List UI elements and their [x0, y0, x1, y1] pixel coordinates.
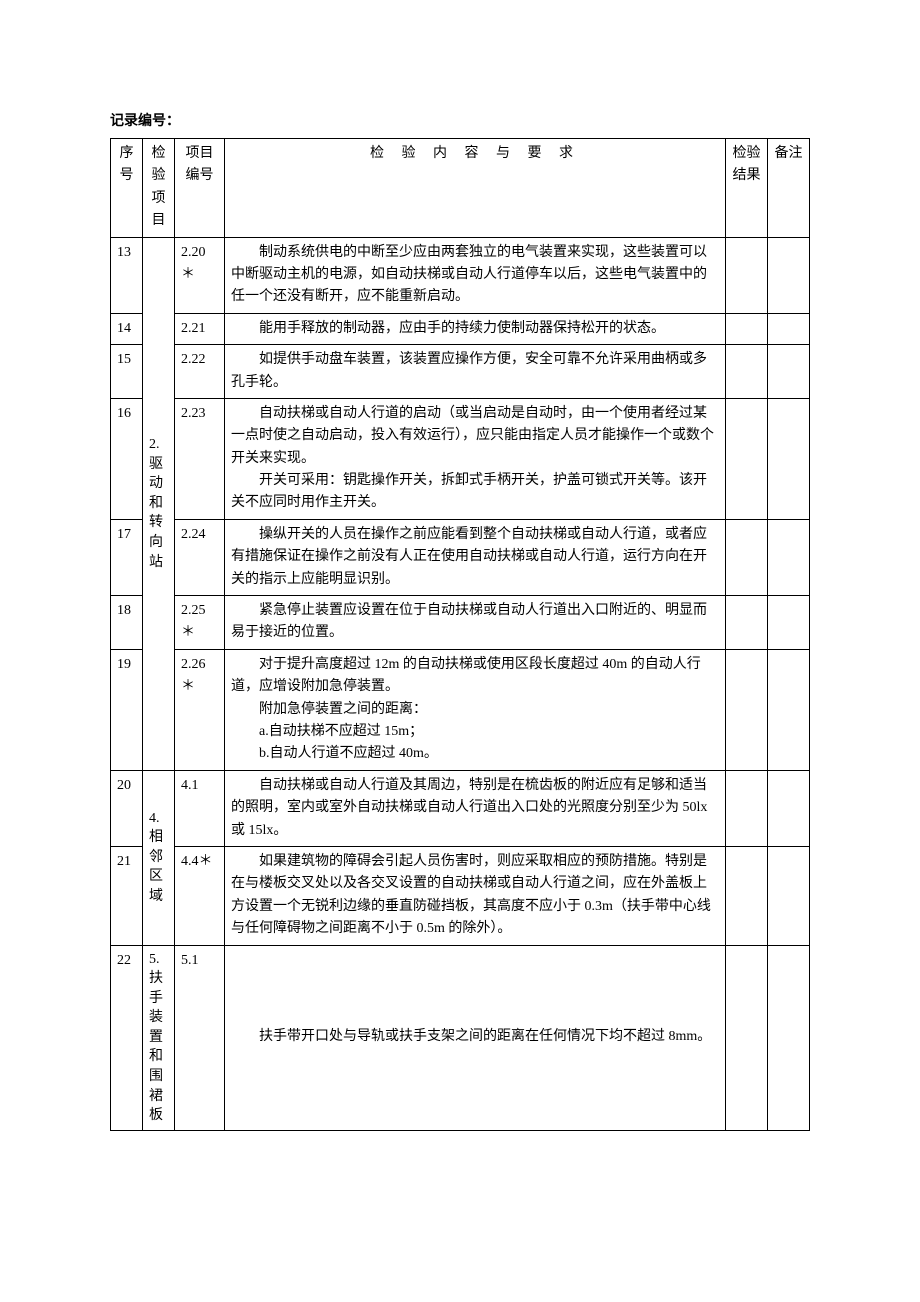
cell-remark — [768, 345, 810, 399]
cell-item: 2.22 — [175, 345, 225, 399]
cell-content: 操纵开关的人员在操作之前应能看到整个自动扶梯或自动人行道，或者应有措施保证在操作… — [225, 519, 726, 595]
table-header-row: 序号 检验项目 项目编号 检 验 内 容 与 要 求 检验结果 备注 — [111, 139, 810, 238]
cell-result — [726, 945, 768, 1130]
cell-item: 2.23 — [175, 398, 225, 519]
cell-seq: 18 — [111, 596, 143, 650]
cell-content: 紧急停止装置应设置在位于自动扶梯或自动人行道出入口附近的、明显而易于接近的位置。 — [225, 596, 726, 650]
cell-content: 能用手释放的制动器，应由手的持续力使制动器保持松开的状态。 — [225, 313, 726, 344]
cell-content: 扶手带开口处与导轨或扶手支架之间的距离在任何情况下均不超过 8mm。 — [225, 945, 726, 1130]
cell-item: 5.1 — [175, 945, 225, 1130]
cell-remark — [768, 313, 810, 344]
cell-seq: 22 — [111, 945, 143, 1130]
col-header-result: 检验结果 — [726, 139, 768, 238]
cell-remark — [768, 596, 810, 650]
cell-result — [726, 596, 768, 650]
cell-result — [726, 313, 768, 344]
table-row: 19 2.26＊ 对于提升高度超过 12m 的自动扶梯或使用区段长度超过 40m… — [111, 649, 810, 770]
cell-content: 对于提升高度超过 12m 的自动扶梯或使用区段长度超过 40m 的自动人行道，应… — [225, 649, 726, 770]
cell-remark — [768, 398, 810, 519]
cell-seq: 15 — [111, 345, 143, 399]
cell-result — [726, 846, 768, 945]
col-header-item: 项目编号 — [175, 139, 225, 238]
table-row: 17 2.24 操纵开关的人员在操作之前应能看到整个自动扶梯或自动人行道，或者应… — [111, 519, 810, 595]
cell-category-4: 4.相邻区域 — [143, 770, 175, 945]
table-row: 13 2.驱动和转向站 2.20＊ 制动系统供电的中断至少应由两套独立的电气装置… — [111, 237, 810, 313]
cell-seq: 21 — [111, 846, 143, 945]
cell-result — [726, 398, 768, 519]
cell-item: 2.24 — [175, 519, 225, 595]
col-header-content: 检 验 内 容 与 要 求 — [225, 139, 726, 238]
table-row: 20 4.相邻区域 4.1 自动扶梯或自动人行道及其周边，特别是在梳齿板的附近应… — [111, 770, 810, 846]
cell-item: 4.1 — [175, 770, 225, 846]
cell-seq: 16 — [111, 398, 143, 519]
cell-seq: 20 — [111, 770, 143, 846]
cell-item: 2.26＊ — [175, 649, 225, 770]
col-header-remark: 备注 — [768, 139, 810, 238]
cell-seq: 19 — [111, 649, 143, 770]
table-row: 22 5.扶手装置和围裙板 5.1 扶手带开口处与导轨或扶手支架之间的距离在任何… — [111, 945, 810, 1130]
cell-result — [726, 345, 768, 399]
cell-remark — [768, 519, 810, 595]
cell-item: 2.20＊ — [175, 237, 225, 313]
cell-content: 自动扶梯或自动人行道的启动（或当启动是自动时，由一个使用者经过某一点时使之自动启… — [225, 398, 726, 519]
inspection-table: 序号 检验项目 项目编号 检 验 内 容 与 要 求 检验结果 备注 13 2.… — [110, 138, 810, 1131]
cell-item: 4.4＊ — [175, 846, 225, 945]
cell-content: 如果建筑物的障碍会引起人员伤害时，则应采取相应的预防措施。特别是在与楼板交叉处以… — [225, 846, 726, 945]
cell-result — [726, 770, 768, 846]
cell-remark — [768, 770, 810, 846]
cell-content: 如提供手动盘车装置，该装置应操作方便，安全可靠不允许采用曲柄或多孔手轮。 — [225, 345, 726, 399]
record-number-label: 记录编号： — [110, 110, 810, 130]
cell-item: 2.21 — [175, 313, 225, 344]
table-row: 21 4.4＊ 如果建筑物的障碍会引起人员伤害时，则应采取相应的预防措施。特别是… — [111, 846, 810, 945]
cell-category-5: 5.扶手装置和围裙板 — [143, 945, 175, 1130]
cell-content: 制动系统供电的中断至少应由两套独立的电气装置来实现，这些装置可以中断驱动主机的电… — [225, 237, 726, 313]
cell-content: 自动扶梯或自动人行道及其周边，特别是在梳齿板的附近应有足够和适当的照明，室内或室… — [225, 770, 726, 846]
cell-result — [726, 519, 768, 595]
table-row: 18 2.25＊ 紧急停止装置应设置在位于自动扶梯或自动人行道出入口附近的、明显… — [111, 596, 810, 650]
cell-remark — [768, 846, 810, 945]
cell-remark — [768, 945, 810, 1130]
cell-seq: 17 — [111, 519, 143, 595]
col-header-category: 检验项目 — [143, 139, 175, 238]
table-row: 16 2.23 自动扶梯或自动人行道的启动（或当启动是自动时，由一个使用者经过某… — [111, 398, 810, 519]
cell-item: 2.25＊ — [175, 596, 225, 650]
cell-seq: 13 — [111, 237, 143, 313]
cell-result — [726, 649, 768, 770]
cell-remark — [768, 237, 810, 313]
cell-seq: 14 — [111, 313, 143, 344]
col-header-seq: 序号 — [111, 139, 143, 238]
cell-category-2: 2.驱动和转向站 — [143, 237, 175, 770]
cell-remark — [768, 649, 810, 770]
table-row: 15 2.22 如提供手动盘车装置，该装置应操作方便，安全可靠不允许采用曲柄或多… — [111, 345, 810, 399]
cell-result — [726, 237, 768, 313]
table-row: 14 2.21 能用手释放的制动器，应由手的持续力使制动器保持松开的状态。 — [111, 313, 810, 344]
